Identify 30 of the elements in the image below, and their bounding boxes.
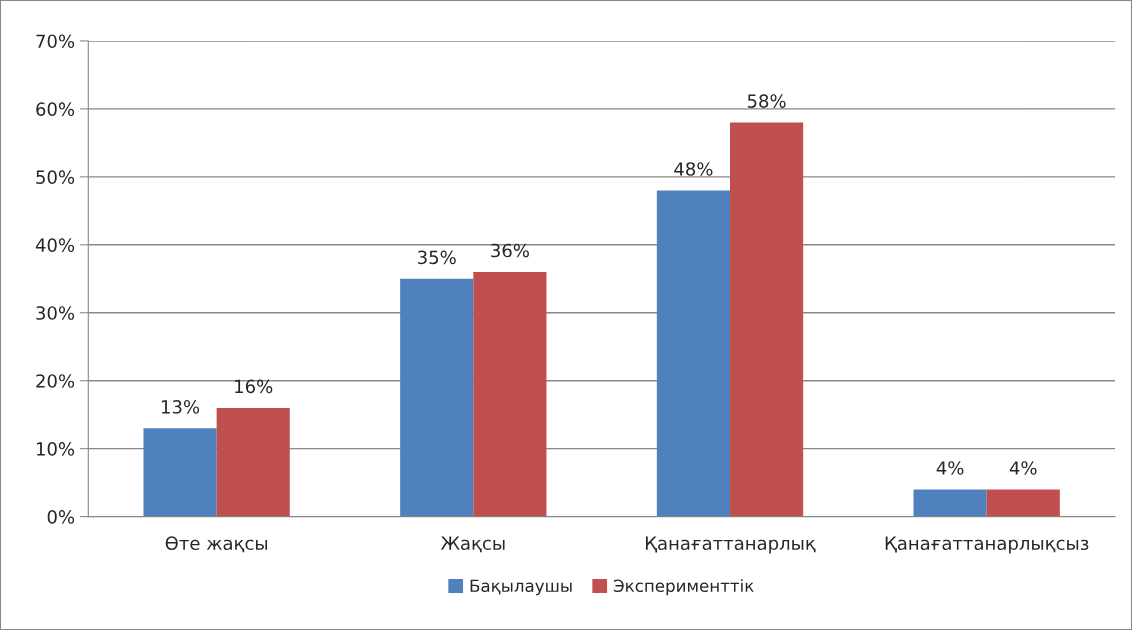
bar xyxy=(143,428,217,517)
x-tick-label: Қанағаттанарлық xyxy=(645,536,816,554)
y-tick-label: 50% xyxy=(36,170,75,184)
y-tick-label: 40% xyxy=(35,238,75,252)
x-tick-label: Қанағаттанарлықсыз xyxy=(885,536,1089,554)
bar xyxy=(216,407,290,517)
data-label: 48% xyxy=(674,162,713,176)
legend-label: Бақылаушы xyxy=(470,579,572,596)
data-label: 36% xyxy=(491,243,529,258)
data-label: 16% xyxy=(235,379,273,394)
bar xyxy=(400,278,474,517)
y-tick-label: 70% xyxy=(36,34,75,49)
x-tick-label: Жақсы xyxy=(440,536,505,553)
data-label: 4% xyxy=(936,461,964,475)
data-label: 35% xyxy=(418,250,456,265)
y-tick-label: 10% xyxy=(36,442,75,456)
bar xyxy=(730,122,804,517)
y-tick-label: 60% xyxy=(36,102,75,117)
data-label: 58% xyxy=(747,94,786,108)
x-tick-label: Өте жақсы xyxy=(165,536,268,553)
data-label: 4% xyxy=(1009,461,1037,475)
y-tick-label: 0% xyxy=(47,510,75,524)
data-label: 13% xyxy=(161,400,200,414)
bar xyxy=(913,489,987,517)
bar xyxy=(656,190,730,517)
bar xyxy=(986,489,1060,517)
y-tick-label: 30% xyxy=(36,306,75,320)
y-tick-label: 20% xyxy=(36,374,75,388)
bar xyxy=(473,271,547,517)
legend-label: Эксперименттік xyxy=(613,579,754,596)
